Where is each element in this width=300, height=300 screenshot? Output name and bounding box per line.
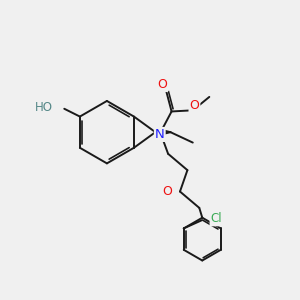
Text: O: O — [162, 185, 172, 198]
Text: O: O — [190, 99, 200, 112]
Text: Cl: Cl — [211, 212, 222, 225]
Text: HO: HO — [35, 101, 53, 114]
Text: O: O — [158, 78, 167, 91]
Text: N: N — [155, 128, 165, 141]
